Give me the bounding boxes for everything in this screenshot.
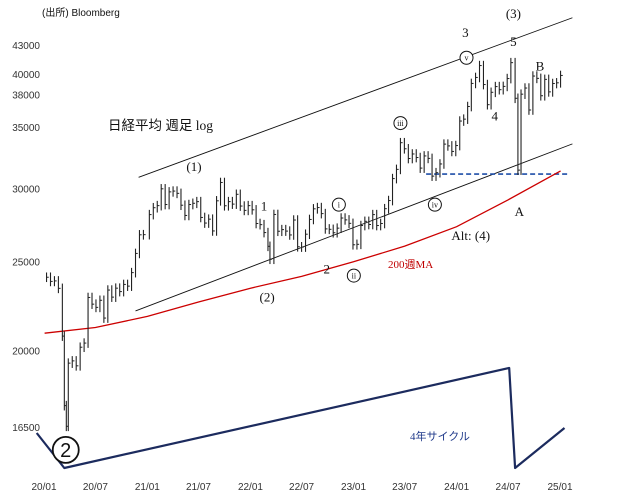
x-axis-tick-labels: 20/01 20/07 21/01 21/07 22/01 22/07 23/01 23/07… [31, 482, 572, 493]
wave-circle-marker [427, 197, 442, 212]
wave-label-ii: ii [352, 271, 357, 280]
wave-label-i: i [338, 200, 341, 209]
wave-label: (1) [186, 159, 201, 174]
x-tick-label: 20/01 [31, 482, 56, 493]
ma-200w-line [44, 170, 561, 334]
wave-label: B [536, 58, 545, 73]
y-tick-label: 25000 [12, 257, 40, 268]
x-tick-label: 25/01 [547, 482, 572, 493]
wave-label: 1 [261, 199, 268, 214]
wave-label: (3) [506, 6, 521, 21]
ma-200w-label: 200週MA [388, 258, 433, 271]
cycle-label: 4年サイクル [410, 429, 470, 443]
wave-label: A [515, 204, 525, 219]
y-axis-tick-labels: 16500 20000 25000 30000 35000 38000 40000 43000 [12, 41, 40, 434]
moving-average-layer: 200週MA [44, 170, 561, 334]
price-bars [45, 57, 563, 432]
wave-label: 5 [510, 34, 517, 49]
source-label: (出所) Bloomberg [42, 6, 120, 19]
wave-label-iv: iv [432, 200, 438, 209]
wave-label-v: v [465, 54, 469, 63]
lower-channel-line [135, 143, 573, 312]
wave-circle-marker [331, 197, 346, 212]
x-tick-label: 22/07 [289, 482, 314, 493]
wave-circle-marker [459, 50, 474, 65]
x-tick-label: 21/07 [186, 482, 211, 493]
y-tick-label: 35000 [12, 123, 40, 134]
x-tick-label: 21/01 [135, 482, 160, 493]
x-tick-label: 24/07 [496, 482, 521, 493]
chart-title: 日経平均 週足 log [108, 118, 213, 133]
wave-circle-marker [346, 268, 361, 283]
wave-label-2: 2 [60, 440, 71, 462]
wave-label: 4 [492, 108, 499, 123]
x-tick-label: 24/01 [444, 482, 469, 493]
x-tick-label: 22/01 [238, 482, 263, 493]
wave-label: (2) [260, 289, 275, 304]
wave-label-iii: iii [397, 119, 404, 128]
y-tick-label: 38000 [12, 90, 40, 101]
x-tick-label: 23/01 [341, 482, 366, 493]
y-tick-label: 40000 [12, 70, 40, 81]
y-tick-label: 30000 [12, 185, 40, 196]
wave-big-circle-marker [51, 435, 80, 464]
wave-label: 2 [323, 262, 330, 277]
x-tick-label: 23/07 [392, 482, 417, 493]
y-tick-label: 20000 [12, 346, 40, 357]
wave-label: 3 [462, 25, 469, 40]
upper-channel-line [138, 17, 573, 178]
wave-circle-marker [393, 116, 408, 131]
x-tick-label: 20/07 [83, 482, 108, 493]
wave-label: Alt: (4) [451, 228, 490, 243]
trend-channel [135, 17, 573, 312]
wave-annotations: (3) 3 5 v B 4 iii (1) 1 i iv A Alt: (4) 2 ii (2) 2 [51, 6, 545, 464]
y-tick-label: 16500 [12, 423, 40, 434]
y-tick-label: 43000 [12, 41, 40, 52]
